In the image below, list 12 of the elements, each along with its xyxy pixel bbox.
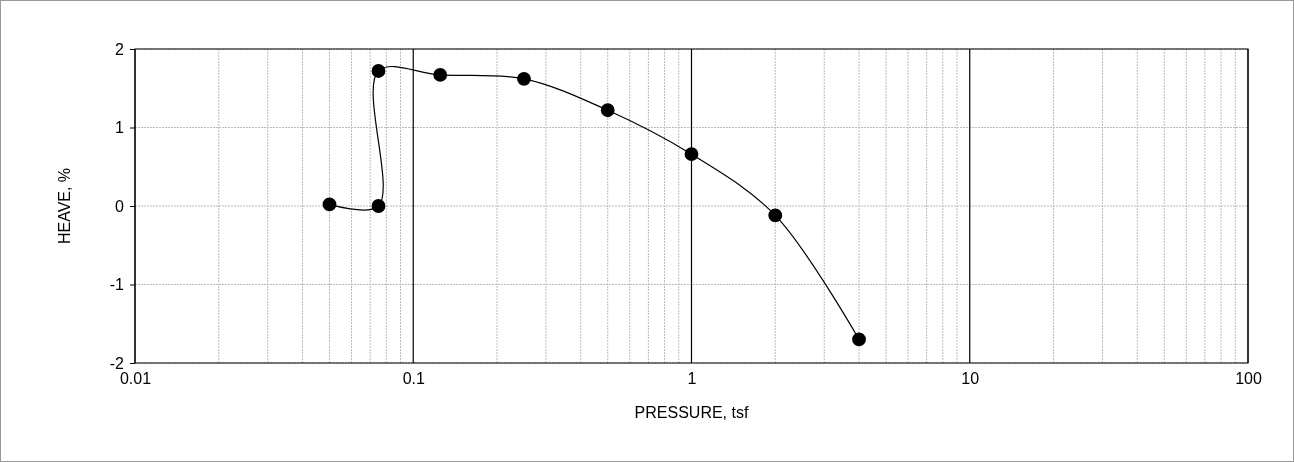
x-tick-label: 10 bbox=[961, 370, 980, 388]
x-tick-label: 0.01 bbox=[119, 370, 152, 388]
x-tick-label: 1 bbox=[687, 370, 697, 388]
y-tick-label: 0 bbox=[115, 197, 125, 215]
x-tick-label: 100 bbox=[1235, 370, 1262, 388]
y-tick-label: 1 bbox=[115, 119, 125, 137]
y-tick-label: -1 bbox=[109, 276, 125, 294]
x-tick-label: 0.1 bbox=[402, 370, 425, 388]
y-tick-label: 2 bbox=[115, 40, 125, 58]
y-axis-title: HEAVE, % bbox=[56, 167, 73, 245]
y-tick-label: -2 bbox=[109, 354, 125, 372]
x-axis-title: PRESSURE, tsf bbox=[634, 404, 749, 421]
